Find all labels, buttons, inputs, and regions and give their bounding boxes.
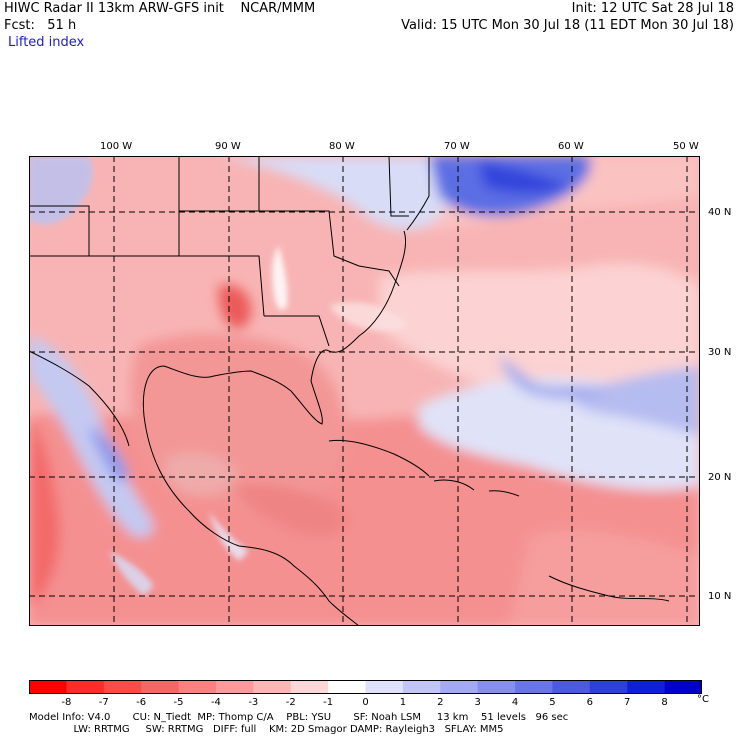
colorbar-swatch [103, 680, 142, 694]
colorbar-tick-label: 0 [362, 697, 369, 708]
colorbar-tick-label: -4 [210, 697, 221, 708]
colorbar-tick-label: -3 [248, 697, 259, 708]
lifted-index-colorbar [29, 680, 702, 694]
colorbar-swatch [178, 680, 217, 694]
colorbar-swatch [215, 680, 254, 694]
colorbar-swatch [627, 680, 666, 694]
colorbar-swatch [141, 680, 180, 694]
lon-label: 100 W [100, 141, 133, 152]
colorbar-frame [29, 680, 702, 694]
colorbar-tick-label: -5 [173, 697, 184, 708]
colorbar-tick-label: 5 [549, 697, 556, 708]
colorbar-tick-label: 6 [586, 697, 594, 708]
colorbar-swatch [440, 680, 479, 694]
forecast-hour: Fcst: 51 h [4, 18, 77, 33]
lon-label: 90 W [215, 141, 241, 152]
model-info-line-1: Model Info: V4.0 CU: N_Tiedt MP: Thomp C… [29, 712, 569, 723]
colorbar-swatch [29, 680, 67, 694]
colorbar-swatch [290, 680, 329, 694]
colorbar-tick-label: 3 [474, 697, 481, 708]
colorbar-tick-label: -8 [61, 697, 72, 708]
colorbar-tick-label: 2 [437, 697, 444, 708]
colorbar-swatch [253, 680, 292, 694]
lat-label: 40 N [708, 207, 732, 218]
colorbar-swatch [365, 680, 404, 694]
field-name: Lifted index [8, 35, 85, 50]
colorbar-tick-label: 1 [399, 697, 407, 708]
lat-label: 10 N [708, 591, 732, 602]
colorbar-swatch [552, 680, 591, 694]
lon-label: 60 W [558, 141, 584, 152]
lat-label: 30 N [708, 347, 732, 358]
model-title: HIWC Radar II 13km ARW-GFS init NCAR/MMM [4, 1, 316, 16]
colorbar-swatch [477, 680, 516, 694]
init-time: Init: 12 UTC Sat 28 Jul 18 [571, 1, 734, 16]
lon-label: 70 W [444, 141, 470, 152]
colorbar-tick-label: -1 [323, 697, 334, 708]
valid-time: Valid: 15 UTC Mon 30 Jul 18 (11 EDT Mon … [401, 18, 734, 33]
lifted-index-map [29, 156, 700, 626]
lon-label: 50 W [673, 141, 699, 152]
lat-label: 20 N [708, 472, 732, 483]
lon-label: 80 W [329, 141, 355, 152]
colorbar-swatch [328, 680, 366, 694]
colorbar-swatch [589, 680, 628, 694]
colorbar-tick-label: 4 [511, 697, 519, 708]
colorbar-swatch [515, 680, 553, 694]
colorbar-tick-label: -6 [136, 697, 147, 708]
colorbar-tick-label: -7 [98, 697, 109, 708]
colorbar-swatch [402, 680, 441, 694]
colorbar-swatch [664, 680, 702, 694]
colorbar-tick-label: 7 [624, 697, 631, 708]
colorbar-swatch [66, 680, 105, 694]
colorbar-unit: °C [697, 694, 709, 705]
model-info-line-2: LW: RRTMG SW: RRTMG DIFF: full KM: 2D Sm… [29, 724, 504, 735]
colorbar-tick-label: 8 [661, 697, 668, 708]
colorbar-tick-label: -2 [285, 697, 296, 708]
